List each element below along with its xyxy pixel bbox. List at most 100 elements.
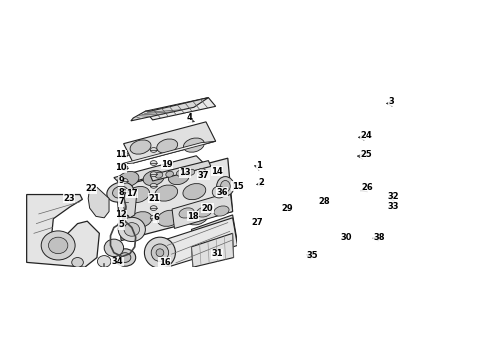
Text: 35: 35 <box>307 251 318 260</box>
Ellipse shape <box>157 139 178 153</box>
Ellipse shape <box>220 180 230 192</box>
Ellipse shape <box>113 186 128 198</box>
Text: 36: 36 <box>216 188 228 197</box>
Bar <box>332 138 347 141</box>
Bar <box>332 131 347 134</box>
Text: 15: 15 <box>232 182 244 191</box>
Ellipse shape <box>150 206 157 211</box>
Polygon shape <box>26 194 99 267</box>
Ellipse shape <box>127 186 149 203</box>
Polygon shape <box>123 122 216 163</box>
Text: 8: 8 <box>118 188 124 197</box>
Ellipse shape <box>362 188 366 191</box>
Polygon shape <box>192 215 238 257</box>
Polygon shape <box>114 156 203 185</box>
Ellipse shape <box>176 170 184 176</box>
Text: 29: 29 <box>281 204 293 213</box>
Ellipse shape <box>121 166 128 170</box>
Ellipse shape <box>353 183 374 211</box>
Ellipse shape <box>362 203 366 206</box>
Polygon shape <box>123 190 137 218</box>
Ellipse shape <box>169 170 189 185</box>
Ellipse shape <box>150 215 157 220</box>
Ellipse shape <box>198 168 205 174</box>
Text: 18: 18 <box>187 212 199 221</box>
Ellipse shape <box>325 184 337 194</box>
Ellipse shape <box>145 237 175 268</box>
Ellipse shape <box>41 231 75 260</box>
Ellipse shape <box>104 239 123 257</box>
Ellipse shape <box>150 172 157 177</box>
Polygon shape <box>192 233 234 267</box>
Ellipse shape <box>357 201 361 203</box>
Text: 23: 23 <box>63 194 74 203</box>
Ellipse shape <box>150 194 157 199</box>
Ellipse shape <box>216 237 233 249</box>
Ellipse shape <box>119 253 131 262</box>
Polygon shape <box>172 192 233 229</box>
Ellipse shape <box>121 190 128 194</box>
Ellipse shape <box>155 172 163 178</box>
Ellipse shape <box>98 256 111 267</box>
Ellipse shape <box>150 183 157 188</box>
Text: 22: 22 <box>85 184 97 193</box>
Text: 38: 38 <box>373 233 385 242</box>
Text: 11: 11 <box>115 150 127 159</box>
Polygon shape <box>88 187 109 218</box>
Ellipse shape <box>356 195 360 198</box>
Text: 28: 28 <box>318 197 330 206</box>
Ellipse shape <box>196 207 212 217</box>
Text: 16: 16 <box>159 258 171 267</box>
Ellipse shape <box>118 171 139 186</box>
Text: 32: 32 <box>388 193 399 202</box>
Ellipse shape <box>107 182 134 202</box>
Text: 9: 9 <box>118 176 124 185</box>
Polygon shape <box>162 218 238 267</box>
Ellipse shape <box>156 249 164 257</box>
Text: 33: 33 <box>388 202 399 211</box>
Text: 4: 4 <box>186 113 192 122</box>
Ellipse shape <box>179 208 194 218</box>
Ellipse shape <box>121 199 128 204</box>
Ellipse shape <box>357 190 361 193</box>
Ellipse shape <box>262 203 276 213</box>
Polygon shape <box>131 98 208 121</box>
Ellipse shape <box>155 185 178 201</box>
Text: 7: 7 <box>118 197 124 206</box>
Text: 20: 20 <box>201 204 213 213</box>
Text: 13: 13 <box>179 168 191 177</box>
Ellipse shape <box>151 244 169 261</box>
Ellipse shape <box>368 195 371 198</box>
Ellipse shape <box>150 148 157 152</box>
Text: 12: 12 <box>115 210 127 219</box>
Text: 34: 34 <box>111 257 123 266</box>
Ellipse shape <box>130 140 151 154</box>
Ellipse shape <box>114 249 136 266</box>
Ellipse shape <box>360 230 372 244</box>
Ellipse shape <box>150 161 157 166</box>
Ellipse shape <box>118 222 124 227</box>
Text: 14: 14 <box>211 167 223 176</box>
Ellipse shape <box>185 209 208 225</box>
Ellipse shape <box>366 190 369 193</box>
Text: 37: 37 <box>198 171 209 180</box>
Ellipse shape <box>187 169 195 175</box>
Polygon shape <box>119 141 216 165</box>
Polygon shape <box>116 158 233 240</box>
Text: 21: 21 <box>148 194 160 203</box>
Text: 5: 5 <box>118 220 124 229</box>
Ellipse shape <box>328 159 343 171</box>
Ellipse shape <box>129 212 152 228</box>
Bar <box>332 135 347 138</box>
Ellipse shape <box>143 171 164 186</box>
Text: 31: 31 <box>211 249 223 258</box>
Ellipse shape <box>121 179 128 183</box>
Ellipse shape <box>206 234 223 247</box>
Ellipse shape <box>121 212 128 217</box>
Polygon shape <box>146 98 216 120</box>
Bar <box>332 128 347 131</box>
Text: 27: 27 <box>251 218 263 227</box>
Text: 1: 1 <box>256 161 262 170</box>
Ellipse shape <box>49 237 68 254</box>
Text: 25: 25 <box>360 150 372 159</box>
